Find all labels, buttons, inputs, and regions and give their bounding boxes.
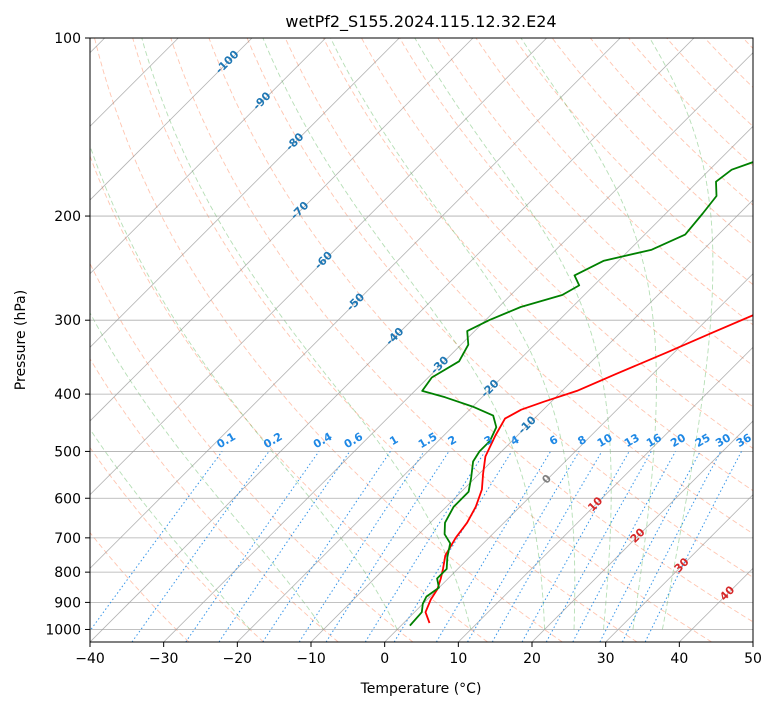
moist-adiabat [330, 38, 576, 630]
moist-adiabat [141, 38, 472, 630]
dewpoint-profile-line [409, 161, 753, 627]
dry-adiabat [90, 531, 190, 642]
x-tick-label: 40 [670, 651, 688, 667]
dry-adiabat [94, 38, 563, 642]
mixing-ratio-line [364, 451, 486, 642]
dry-adiabat [170, 38, 712, 642]
dry-adiabat [90, 358, 339, 642]
dry-adiabat [475, 38, 753, 326]
mixing-ratio-line [545, 451, 652, 642]
isotherm-line [90, 38, 695, 642]
axes-layer: −40 −30 −20 −10 0 10 20 30 40 50 100 200 300 400 500 60… [45, 31, 762, 667]
dry-adiabat [589, 38, 753, 206]
mixing-ratio-line [90, 451, 223, 632]
dry-adiabat [284, 38, 753, 535]
y-tick-label: 700 [54, 531, 81, 547]
isotherm-line [90, 38, 547, 496]
y-tick-label: 1000 [45, 622, 81, 638]
y-tick-label: 400 [54, 387, 81, 403]
moist-adiabat [520, 38, 657, 630]
x-tick-label: 30 [597, 651, 615, 667]
y-tick-label: 200 [54, 209, 81, 225]
x-tick-label: 50 [744, 651, 762, 667]
temperature-profile-line [424, 314, 753, 624]
dry-adiabat [90, 154, 488, 642]
mixing-ratio-line [572, 451, 676, 642]
moist-adiabat [414, 38, 612, 630]
y-tick-label: 100 [54, 31, 81, 47]
mixing-ratio-line [131, 451, 270, 642]
moist-adiabat [90, 311, 324, 630]
isotherm-line [90, 38, 253, 201]
isotherm-line [90, 38, 400, 348]
moist-adiabat [649, 38, 714, 630]
mixing-ratio-line [521, 451, 630, 642]
dry-adiabat [132, 38, 638, 642]
x-tick-label: 20 [523, 651, 541, 667]
dry-adiabat [399, 38, 753, 408]
x-tick-label: −10 [296, 651, 326, 667]
series-layer [409, 161, 753, 627]
plot-frame [89, 37, 754, 643]
isotherm-line [531, 420, 753, 642]
mixing-ratio-line [218, 451, 351, 642]
mixing-ratio-line [467, 451, 580, 642]
mixing-ratio-line [435, 451, 552, 642]
isotherm-line [90, 38, 474, 422]
grid-layer [90, 38, 753, 642]
x-tick-label: 10 [449, 651, 467, 667]
moist-adiabat [90, 144, 398, 630]
y-tick-label: 500 [54, 444, 81, 460]
isotherm-line [163, 52, 753, 642]
y-tick-label: 300 [54, 313, 81, 329]
x-tick-label: −30 [149, 651, 179, 667]
dry-adiabat [246, 38, 753, 578]
dry-adiabat [90, 262, 414, 642]
x-axis-label: Temperature (°C) [360, 681, 482, 697]
isotherm-line [90, 38, 621, 569]
y-tick-label: 900 [54, 595, 81, 611]
mixing-ratio-line [491, 451, 603, 642]
dry-adiabat [322, 38, 753, 492]
mixing-ratio-line [393, 451, 513, 642]
dry-adiabat [551, 38, 753, 246]
isotherm-line [237, 125, 753, 642]
y-tick-label: 600 [54, 491, 81, 507]
isotherm-line [384, 273, 753, 642]
isotherm-line [458, 346, 753, 642]
y-axis-label: Pressure (hPa) [13, 290, 29, 390]
x-tick-label: −40 [75, 651, 105, 667]
isotherm-line [310, 199, 753, 642]
y-tick-label: 800 [54, 565, 81, 581]
x-tick-label: −20 [223, 651, 253, 667]
dry-adiabat [208, 38, 753, 623]
moist-adiabat [262, 38, 545, 630]
x-tick-label: 0 [380, 651, 389, 667]
isotherm-line [605, 494, 753, 642]
mixing-ratio-line [325, 451, 450, 642]
dry-adiabat [437, 38, 753, 367]
chart-title: wetPf2_S155.2024.115.12.32.E24 [285, 12, 556, 32]
isotherm-line [90, 38, 326, 275]
